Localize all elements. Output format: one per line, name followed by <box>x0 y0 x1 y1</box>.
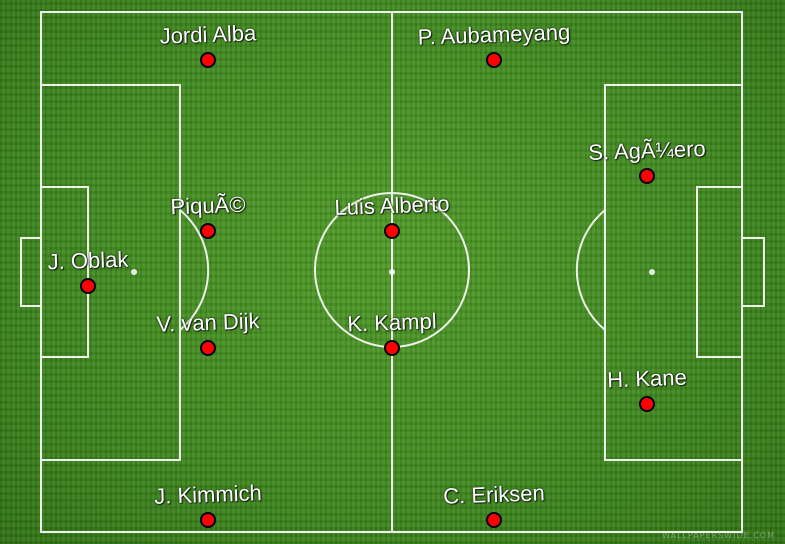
right-goal-area <box>696 186 743 358</box>
left-penalty-arc <box>179 209 210 331</box>
player-name: J. Oblak <box>47 246 129 275</box>
player-name: J. Kimmich <box>153 480 263 509</box>
right-penalty-arc <box>575 209 606 331</box>
left-goal <box>20 237 42 307</box>
right-goal <box>741 237 765 307</box>
player-name: PiquÃ© <box>170 191 246 220</box>
player-name: P. Aubameyang <box>417 19 571 50</box>
player-marker[interactable] <box>200 52 216 68</box>
player-name: Jordi Alba <box>159 20 257 49</box>
player-marker[interactable] <box>80 278 96 294</box>
player-name: Luis Alberto <box>334 191 450 220</box>
player-marker[interactable] <box>200 340 216 356</box>
player-name: K. Kampl <box>346 308 438 337</box>
watermark: WALLPAPERSWIDE.COM <box>662 531 775 540</box>
player-marker[interactable] <box>200 223 216 239</box>
player-name: H. Kane <box>606 364 688 393</box>
player-name: C. Eriksen <box>442 480 546 509</box>
player-marker[interactable] <box>200 512 216 528</box>
player-marker[interactable] <box>384 340 400 356</box>
center-spot <box>389 269 395 275</box>
left-penalty-spot <box>131 269 137 275</box>
player-marker[interactable] <box>486 52 502 68</box>
player-marker[interactable] <box>384 223 400 239</box>
player-marker[interactable] <box>639 168 655 184</box>
player-marker[interactable] <box>486 512 502 528</box>
right-penalty-spot <box>649 269 655 275</box>
player-name: S. AgÃ¼ero <box>587 135 707 166</box>
player-marker[interactable] <box>639 396 655 412</box>
player-name: V. van Dijk <box>156 308 260 337</box>
